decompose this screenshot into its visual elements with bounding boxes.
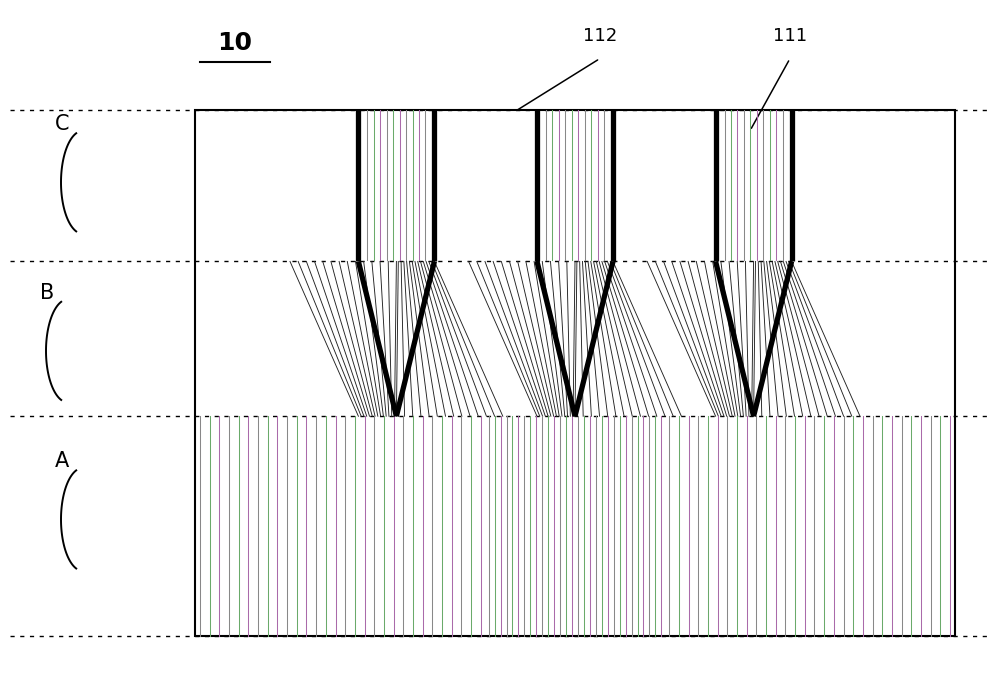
Text: 112: 112: [583, 27, 617, 45]
Text: B: B: [40, 283, 54, 303]
Bar: [195, 110, 955, 636]
Text: 111: 111: [773, 27, 807, 45]
Text: C: C: [55, 114, 70, 134]
Text: A: A: [55, 451, 69, 471]
Text: 10: 10: [218, 31, 252, 55]
